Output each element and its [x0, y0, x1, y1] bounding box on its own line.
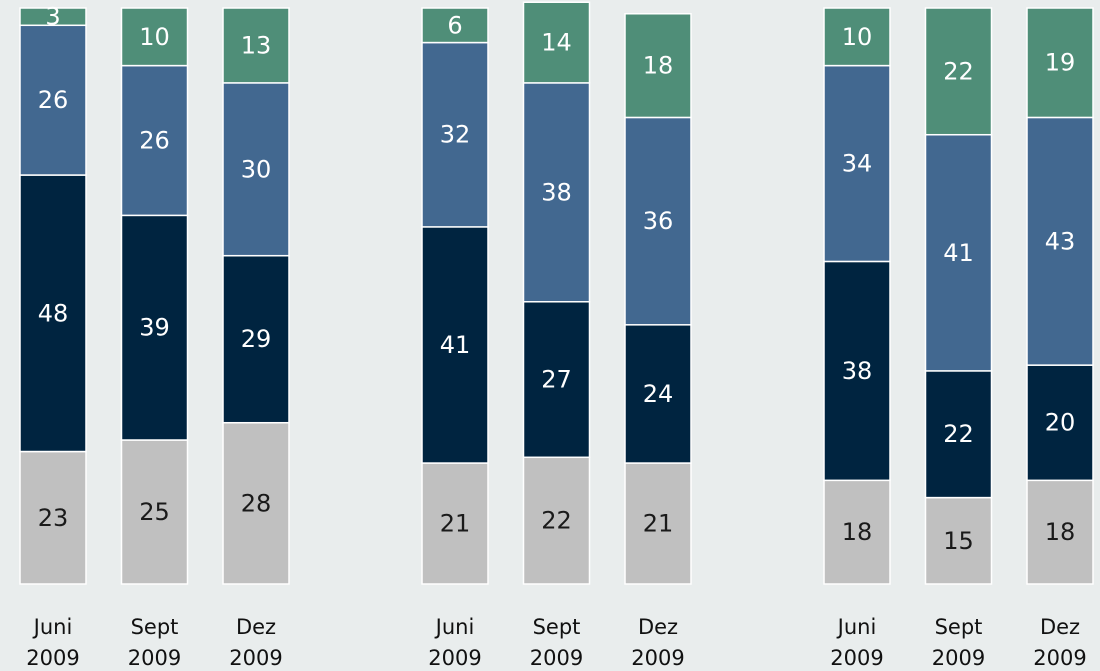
value-label: 24 [643, 380, 674, 408]
x-tick-label: Dez 2009 [1033, 615, 1087, 670]
value-label: 29 [241, 325, 272, 353]
bar-segment [19, 7, 87, 27]
bar-segment [823, 64, 891, 263]
bar-segment [624, 13, 692, 119]
value-label: 26 [139, 126, 170, 154]
value-label: 10 [842, 23, 873, 51]
x-tick-label: Juni 2009 [428, 615, 482, 670]
bar-segment [522, 82, 591, 303]
bar-segment [120, 439, 189, 585]
x-tick-label: Dez 2009 [229, 615, 283, 670]
value-label: 41 [440, 331, 471, 359]
value-label: 36 [643, 207, 674, 235]
bar-segment [522, 301, 591, 459]
value-label: 25 [139, 498, 170, 526]
bar-segment [823, 7, 891, 67]
value-label: 13 [241, 31, 272, 59]
bar-segment [421, 226, 489, 464]
bar-segment [522, 456, 591, 585]
bar-segment [421, 41, 489, 228]
value-label: 20 [1045, 409, 1076, 437]
value-label: 39 [139, 314, 170, 342]
bar-segment [522, 1, 591, 84]
value-label: 15 [943, 527, 974, 555]
value-label: 18 [1045, 518, 1076, 546]
value-label: 18 [643, 52, 674, 80]
value-label: 3 [45, 3, 60, 31]
value-label: 22 [943, 420, 974, 448]
bar-segment [120, 7, 189, 67]
value-label: 34 [842, 150, 873, 178]
bar-segment [924, 370, 993, 499]
value-label: 23 [38, 504, 69, 532]
value-label: 41 [943, 239, 974, 267]
bar-segment [1026, 364, 1094, 482]
x-tick-label: Juni 2009 [830, 615, 884, 670]
value-label: 26 [38, 86, 69, 114]
value-label: 18 [842, 518, 873, 546]
value-label: 14 [541, 29, 572, 57]
value-label: 21 [643, 510, 674, 538]
value-label: 43 [1045, 227, 1076, 255]
bar-segment [19, 174, 87, 453]
bar-segment [1026, 7, 1094, 119]
value-label: 22 [541, 507, 572, 535]
bar-segment [19, 450, 87, 585]
x-tick-label: Dez 2009 [631, 615, 685, 670]
bar-segment [624, 462, 692, 585]
x-tick-label: Sept 2009 [127, 615, 182, 670]
bar-segment [1026, 479, 1094, 585]
value-label: 30 [241, 155, 272, 183]
x-tick-label: Sept 2009 [529, 615, 584, 670]
bar-segment [1026, 116, 1094, 366]
value-label: 28 [241, 489, 272, 517]
bar-segment [421, 462, 489, 585]
value-label: 48 [38, 299, 69, 327]
bar-segment [222, 254, 290, 424]
bar-segment [120, 214, 189, 441]
value-label: 38 [541, 178, 572, 206]
bar-segment [624, 116, 692, 326]
x-tick-label: Juni 2009 [26, 615, 80, 670]
bar-segment [924, 496, 993, 585]
bar-segment [222, 7, 290, 84]
value-label: 6 [447, 11, 462, 39]
value-label: 32 [440, 121, 471, 149]
value-label: 27 [541, 366, 572, 394]
value-label: 19 [1045, 49, 1076, 77]
value-label: 21 [440, 510, 471, 538]
bar-segment [823, 479, 891, 585]
bar-segment [924, 7, 993, 136]
value-label: 38 [842, 357, 873, 385]
bar-segment [222, 421, 290, 585]
x-tick-label: Sept 2009 [931, 615, 986, 670]
value-label: 22 [943, 57, 974, 85]
value-label: 10 [139, 23, 170, 51]
bar-segment [120, 64, 189, 217]
bar-segment [421, 7, 489, 44]
